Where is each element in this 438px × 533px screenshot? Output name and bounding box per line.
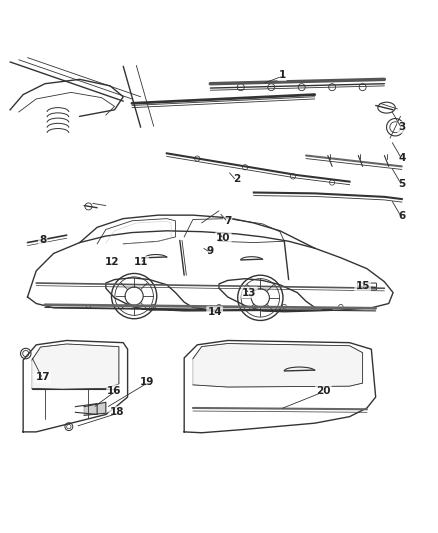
Text: 15: 15 [355, 281, 370, 291]
Text: 20: 20 [316, 385, 331, 395]
Text: 9: 9 [207, 246, 214, 256]
Text: 10: 10 [216, 233, 230, 243]
Text: 11: 11 [134, 257, 148, 267]
Text: 18: 18 [110, 407, 124, 417]
Text: 14: 14 [207, 307, 222, 317]
Polygon shape [84, 402, 106, 415]
Text: 7: 7 [224, 216, 231, 226]
Text: 6: 6 [398, 212, 406, 221]
Text: 12: 12 [105, 257, 120, 267]
Text: 3: 3 [398, 122, 406, 132]
Polygon shape [193, 344, 363, 387]
Text: 5: 5 [398, 179, 406, 189]
Text: 8: 8 [39, 236, 46, 245]
Text: 2: 2 [233, 174, 240, 184]
Text: 17: 17 [35, 373, 50, 383]
Polygon shape [32, 344, 119, 389]
Text: 4: 4 [398, 152, 406, 163]
Text: 19: 19 [140, 377, 154, 387]
Text: 16: 16 [107, 385, 122, 395]
Text: 13: 13 [242, 288, 257, 297]
Text: 1: 1 [279, 70, 286, 80]
